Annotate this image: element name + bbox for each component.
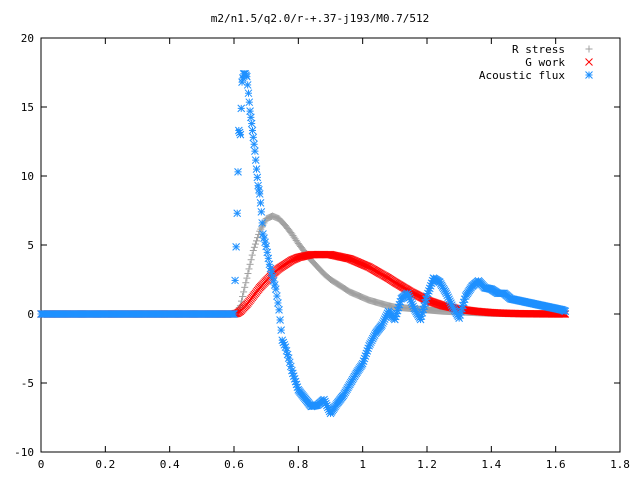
data-point — [258, 219, 266, 227]
data-point — [394, 303, 403, 312]
chart-title: m2/n1.5/q2.0/r-+.37-j193/M0.7/512 — [211, 12, 430, 25]
data-point — [252, 165, 261, 173]
data-point — [247, 119, 256, 128]
x-tick-label: 0.6 — [224, 458, 244, 471]
data-point — [240, 288, 248, 296]
data-point — [342, 254, 351, 262]
data-point — [250, 243, 258, 251]
x-tick-label: 1.8 — [610, 458, 630, 471]
data-point — [230, 310, 238, 318]
data-point — [253, 173, 262, 182]
data-point — [244, 89, 253, 98]
data-point — [246, 107, 254, 115]
data-point — [251, 147, 259, 156]
data-point — [257, 208, 266, 216]
data-point — [239, 293, 247, 301]
data-point — [243, 81, 252, 89]
data-point — [231, 276, 239, 285]
y-tick-label: -10 — [14, 446, 34, 459]
data-point — [241, 283, 249, 291]
x-tick-label: 1.2 — [417, 458, 437, 471]
series-layer — [37, 70, 570, 418]
legend-label: G work — [525, 56, 565, 69]
ticks-layer: 0 0.2 0.4 0.6 0.8 1 1.2 1.4 1.6 1.8 -10 -5 0 5 10 15 20 — [14, 32, 630, 471]
data-point — [245, 265, 253, 273]
x-tick-label: 0.2 — [95, 458, 115, 471]
plot-frame — [40, 37, 621, 453]
data-point — [249, 133, 258, 142]
y-tick-label: 15 — [21, 101, 34, 114]
data-point — [232, 242, 240, 251]
data-point — [275, 306, 283, 314]
data-point — [233, 209, 242, 218]
data-point — [262, 242, 271, 251]
data-point — [274, 299, 282, 307]
data-point — [248, 126, 257, 135]
x-tick-label: 1.4 — [481, 458, 501, 471]
legend-marker — [585, 45, 593, 53]
data-point — [247, 256, 255, 264]
data-point — [251, 156, 260, 164]
y-tick-label: 0 — [27, 308, 34, 321]
data-point — [277, 326, 286, 334]
series-r-stress — [37, 212, 569, 318]
data-point — [236, 302, 244, 310]
data-point — [263, 248, 272, 257]
x-tick-label: 0 — [38, 458, 45, 471]
y-tick-label: 20 — [21, 32, 34, 45]
x-tick-label: 1 — [359, 458, 366, 471]
data-point — [248, 251, 256, 259]
legend-label: Acoustic flux — [479, 69, 565, 82]
legend-label: R stress — [512, 43, 565, 56]
y-tick-label: 5 — [27, 239, 34, 252]
data-point — [243, 72, 251, 81]
x-tick-label: 0.8 — [288, 458, 308, 471]
data-point — [236, 130, 245, 139]
data-point — [255, 190, 264, 198]
data-point — [264, 254, 273, 263]
data-point — [250, 140, 258, 149]
data-point — [249, 247, 257, 255]
data-point — [243, 274, 251, 282]
data-point — [254, 234, 262, 242]
legend-marker — [585, 71, 593, 79]
data-point — [242, 279, 250, 287]
y-tick-label: 10 — [21, 170, 34, 183]
data-point — [271, 285, 280, 294]
x-tick-label: 1.6 — [546, 458, 566, 471]
data-point — [247, 113, 255, 122]
data-point — [273, 292, 281, 300]
data-point — [234, 168, 242, 176]
data-point — [245, 98, 254, 107]
data-point — [253, 237, 261, 245]
data-point — [561, 307, 570, 316]
data-point — [276, 316, 284, 324]
data-point — [244, 270, 252, 278]
series-acoustic-flux — [37, 70, 570, 418]
y-tick-label: -5 — [21, 377, 34, 390]
data-point — [237, 104, 246, 113]
data-point — [260, 234, 268, 242]
data-point — [256, 199, 265, 207]
data-point — [251, 240, 259, 248]
x-tick-label: 0.4 — [160, 458, 180, 471]
data-point — [246, 260, 254, 268]
legend-marker — [585, 58, 593, 66]
